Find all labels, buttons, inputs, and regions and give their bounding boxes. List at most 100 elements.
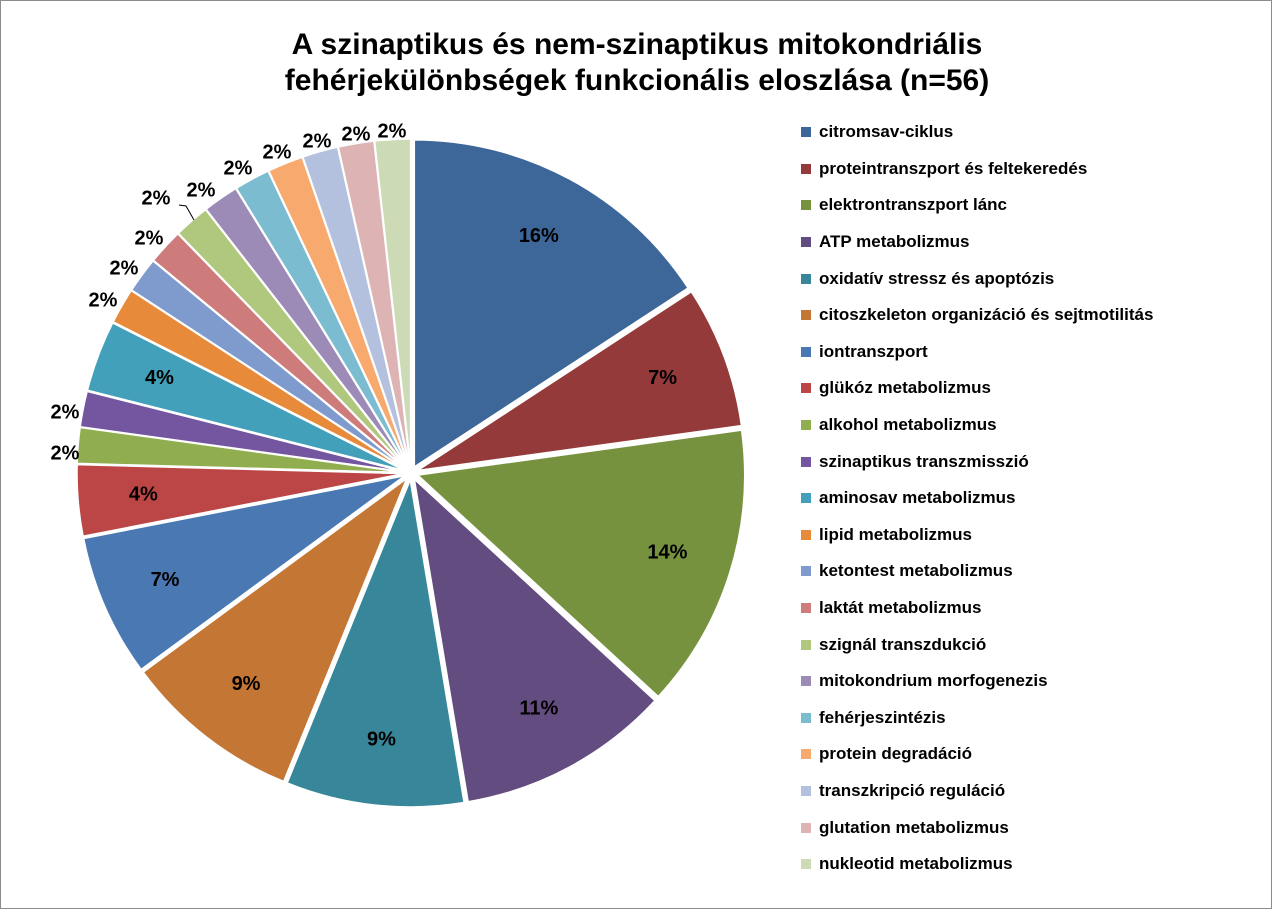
legend-label: ATP metabolizmus <box>819 232 970 252</box>
legend-swatch <box>801 237 811 248</box>
legend-label: ketontest metabolizmus <box>819 561 1013 581</box>
legend-item-1: citromsav-ciklus <box>801 114 1153 151</box>
legend-swatch <box>801 273 811 284</box>
pie-slice-14 <box>152 232 407 469</box>
legend-label: laktát metabolizmus <box>819 598 982 618</box>
pie-slice-8 <box>76 463 405 538</box>
legend-swatch <box>801 310 811 321</box>
data-label-12: 2% <box>89 289 118 311</box>
pie-slice-1 <box>413 139 690 469</box>
pie-slice-15 <box>177 208 407 469</box>
legend-item-14: laktát metabolizmus <box>801 590 1153 627</box>
chart-legend: citromsav-ciklus proteintranszport és fel… <box>801 114 1153 882</box>
legend-swatch <box>801 346 811 357</box>
legend-label: elektrontranszport lánc <box>819 195 1007 215</box>
pie-slice-7 <box>82 475 406 671</box>
legend-swatch <box>801 420 811 431</box>
legend-label: glutation metabolizmus <box>819 817 1009 837</box>
data-label-7: 7% <box>151 569 180 591</box>
legend-label: protein degradáció <box>819 744 973 764</box>
legend-swatch <box>801 785 811 796</box>
legend-label: nukleotid metabolizmus <box>819 854 1013 874</box>
data-label-10: 2% <box>51 401 80 423</box>
data-label-8: 4% <box>129 483 158 505</box>
data-label-5: 9% <box>367 728 396 750</box>
legend-swatch <box>801 603 811 614</box>
legend-swatch <box>801 383 811 394</box>
legend-swatch <box>801 676 811 687</box>
legend-item-10: szinaptikus transzmisszió <box>801 443 1153 480</box>
legend-item-6: citoszkeleton organizáció és sejtmotilit… <box>801 297 1153 334</box>
legend-label: glükóz metabolizmus <box>819 378 991 398</box>
legend-swatch <box>801 749 811 760</box>
legend-label: citromsav-ciklus <box>819 122 954 142</box>
legend-label: proteintranszport és feltekeredés <box>819 158 1088 178</box>
pie-slice-10 <box>79 390 405 473</box>
legend-label: iontranszport <box>819 341 928 361</box>
pie-slice-19 <box>301 146 410 467</box>
legend-item-3: elektrontranszport lánc <box>801 187 1153 224</box>
legend-label: citoszkeleton organizáció és sejtmotilit… <box>819 305 1154 325</box>
data-label-4: 11% <box>519 698 558 720</box>
legend-swatch <box>801 163 811 174</box>
data-label-11: 4% <box>145 367 174 389</box>
leader-line <box>178 204 195 221</box>
legend-item-7: iontranszport <box>801 334 1153 371</box>
pie-slice-21 <box>373 138 412 467</box>
pie-slice-17 <box>235 170 409 468</box>
data-label-18: 2% <box>263 141 292 163</box>
legend-item-9: alkohol metabolizmus <box>801 407 1153 444</box>
legend-label: fehérjeszintézis <box>819 707 946 727</box>
legend-swatch <box>801 529 811 540</box>
data-label-14: 2% <box>135 227 164 249</box>
legend-swatch <box>801 456 811 467</box>
legend-item-15: szignál transzdukció <box>801 626 1153 663</box>
legend-label: szignál transzdukció <box>819 634 987 654</box>
legend-swatch <box>801 493 811 504</box>
legend-item-19: transzkripció reguláció <box>801 773 1153 810</box>
data-label-1: 16% <box>519 225 559 247</box>
chart-title-line-1: A szinaptikus és nem-szinaptikus mitokon… <box>291 28 983 61</box>
legend-swatch <box>801 200 811 211</box>
legend-label: aminosav metabolizmus <box>819 488 1016 508</box>
pie-slice-20 <box>337 140 411 467</box>
legend-item-4: ATP metabolizmus <box>801 224 1153 261</box>
legend-item-16: mitokondrium morfogenezis <box>801 663 1153 700</box>
legend-swatch <box>801 566 811 577</box>
data-label-2: 7% <box>648 367 677 389</box>
legend-item-8: glükóz metabolizmus <box>801 370 1153 407</box>
data-label-16: 2% <box>187 179 216 201</box>
pie-slice-5 <box>286 477 465 808</box>
pie-slice-13 <box>130 259 406 470</box>
pie-slice-9 <box>76 426 405 474</box>
data-label-20: 2% <box>342 123 371 145</box>
legend-item-18: protein degradáció <box>801 736 1153 773</box>
chart-title-line-2: fehérjekülönbségek funkcionális eloszlás… <box>284 64 990 97</box>
pie-slice-3 <box>416 429 746 698</box>
data-label-17: 2% <box>224 157 253 179</box>
pie-slice-2 <box>417 290 743 472</box>
legend-item-21: nukleotid metabolizmus <box>801 846 1153 883</box>
chart-title: A szinaptikus és nem-szinaptikus mitokon… <box>1 27 1272 99</box>
legend-item-2: proteintranszport és feltekeredés <box>801 151 1153 188</box>
legend-swatch <box>801 712 811 723</box>
data-label-13: 2% <box>110 257 139 279</box>
legend-item-20: glutation metabolizmus <box>801 809 1153 846</box>
legend-label: alkohol metabolizmus <box>819 415 997 435</box>
data-label-6: 9% <box>232 673 261 695</box>
data-label-19: 2% <box>303 130 332 152</box>
legend-label: lipid metabolizmus <box>819 524 973 544</box>
pie-slice-6 <box>142 476 409 783</box>
legend-item-12: lipid metabolizmus <box>801 517 1153 554</box>
legend-item-11: aminosav metabolizmus <box>801 480 1153 517</box>
legend-label: szinaptikus transzmisszió <box>819 451 1029 471</box>
data-label-9: 2% <box>51 442 80 464</box>
legend-item-5: oxidatív stressz és apoptózis <box>801 260 1153 297</box>
pie-slice-12 <box>112 289 406 471</box>
data-label-3: 14% <box>647 541 687 563</box>
legend-swatch <box>801 639 811 650</box>
legend-label: transzkripció reguláció <box>819 780 1006 800</box>
legend-swatch <box>801 859 811 870</box>
